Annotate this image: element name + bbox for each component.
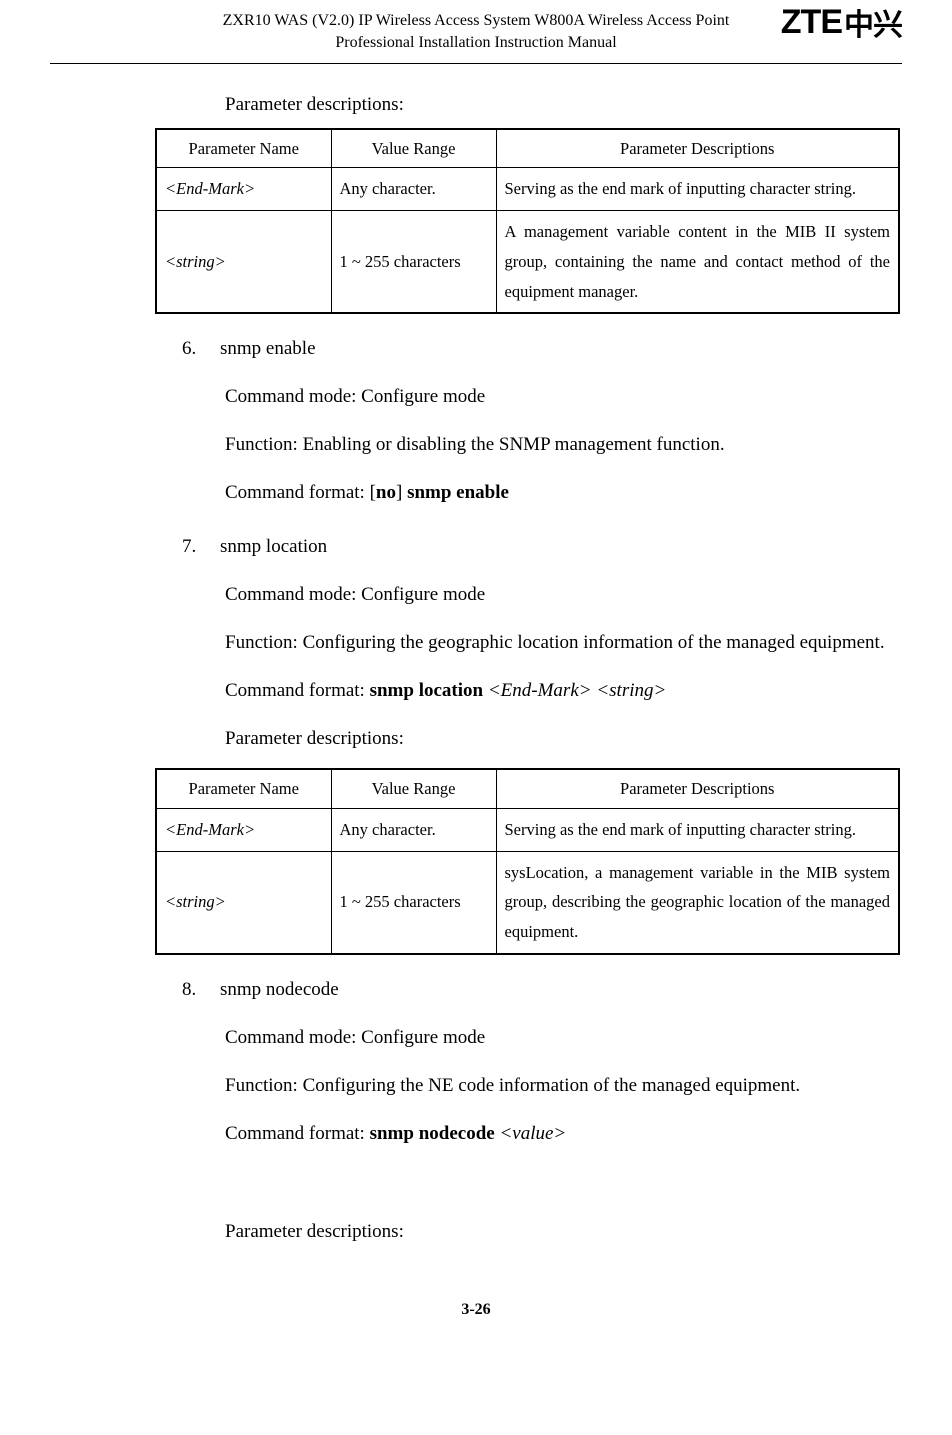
table-header-row: Parameter Name Value Range Parameter Des… bbox=[156, 769, 899, 808]
param-desc: Serving as the end mark of inputting cha… bbox=[496, 808, 899, 851]
col-header: Parameter Name bbox=[156, 769, 331, 808]
format-cmd: snmp enable bbox=[407, 482, 509, 503]
page-number: 3-26 bbox=[50, 1301, 902, 1339]
param-range: Any character. bbox=[331, 168, 496, 211]
function-text: Function: Enabling or disabling the SNMP… bbox=[225, 426, 902, 464]
format-prefix: Command format: [ bbox=[225, 482, 376, 503]
param-desc: Serving as the end mark of inputting cha… bbox=[496, 168, 899, 211]
param-desc-label-3: Parameter descriptions: bbox=[225, 1213, 902, 1251]
header-line1: ZXR10 WAS (V2.0) IP Wireless Access Syst… bbox=[223, 12, 730, 29]
table-row: <string> 1 ~ 255 characters A management… bbox=[156, 211, 899, 314]
list-item-7: 7.snmp location bbox=[182, 536, 902, 558]
list-number: 6. bbox=[182, 338, 220, 360]
param-table-2: Parameter Name Value Range Parameter Des… bbox=[155, 768, 900, 954]
command-format: Command format: snmp location <End-Mark>… bbox=[225, 672, 902, 710]
format-arg: <End-Mark> bbox=[483, 680, 591, 701]
param-desc-label-1: Parameter descriptions: bbox=[225, 94, 902, 116]
list-item-6: 6.snmp enable bbox=[182, 338, 902, 360]
param-name: <string> bbox=[156, 211, 331, 314]
format-prefix: Command format: bbox=[225, 680, 370, 701]
format-prefix: Command format: bbox=[225, 1123, 370, 1144]
table-header-row: Parameter Name Value Range Parameter Des… bbox=[156, 129, 899, 168]
table-row: <End-Mark> Any character. Serving as the… bbox=[156, 168, 899, 211]
list-title: snmp enable bbox=[220, 338, 316, 359]
spacer bbox=[50, 1163, 902, 1213]
list-number: 8. bbox=[182, 979, 220, 1001]
param-desc-label-2: Parameter descriptions: bbox=[225, 720, 902, 758]
format-arg: <value> bbox=[495, 1123, 567, 1144]
col-header: Parameter Name bbox=[156, 129, 331, 168]
function-text: Function: Configuring the geographic loc… bbox=[225, 624, 902, 662]
list-title: snmp location bbox=[220, 536, 327, 557]
logo: ZTE中兴 bbox=[781, 0, 902, 44]
col-header: Value Range bbox=[331, 769, 496, 808]
col-header: Parameter Descriptions bbox=[496, 129, 899, 168]
param-range: 1 ~ 255 characters bbox=[331, 211, 496, 314]
list-item-8: 8.snmp nodecode bbox=[182, 979, 902, 1001]
command-mode: Command mode: Configure mode bbox=[225, 1019, 902, 1057]
param-table-1: Parameter Name Value Range Parameter Des… bbox=[155, 128, 900, 314]
param-name: <End-Mark> bbox=[156, 168, 331, 211]
command-format: Command format: [no] snmp enable bbox=[225, 474, 902, 512]
col-header: Value Range bbox=[331, 129, 496, 168]
param-desc: sysLocation, a management variable in th… bbox=[496, 851, 899, 954]
format-cmd: snmp location bbox=[370, 680, 484, 701]
param-name: <End-Mark> bbox=[156, 808, 331, 851]
param-range: Any character. bbox=[331, 808, 496, 851]
function-text: Function: Configuring the NE code inform… bbox=[225, 1067, 902, 1105]
command-format: Command format: snmp nodecode <value> bbox=[225, 1115, 902, 1153]
table-row: <string> 1 ~ 255 characters sysLocation,… bbox=[156, 851, 899, 954]
param-name: <string> bbox=[156, 851, 331, 954]
header-rule bbox=[50, 63, 902, 64]
page-content: Parameter descriptions: Parameter Name V… bbox=[50, 64, 902, 1251]
logo-text: ZTE bbox=[781, 3, 842, 42]
format-arg: <string> bbox=[592, 680, 667, 701]
command-mode: Command mode: Configure mode bbox=[225, 576, 902, 614]
command-mode: Command mode: Configure mode bbox=[225, 378, 902, 416]
list-number: 7. bbox=[182, 536, 220, 558]
col-header: Parameter Descriptions bbox=[496, 769, 899, 808]
format-mid: ] bbox=[396, 482, 407, 503]
page-header: ZXR10 WAS (V2.0) IP Wireless Access Syst… bbox=[50, 0, 902, 64]
table-row: <End-Mark> Any character. Serving as the… bbox=[156, 808, 899, 851]
header-title: ZXR10 WAS (V2.0) IP Wireless Access Syst… bbox=[50, 10, 902, 59]
header-line2: Professional Installation Instruction Ma… bbox=[335, 34, 616, 51]
list-title: snmp nodecode bbox=[220, 979, 339, 1000]
format-cmd: snmp nodecode bbox=[370, 1123, 495, 1144]
param-range: 1 ~ 255 characters bbox=[331, 851, 496, 954]
format-no: no bbox=[376, 482, 396, 503]
logo-cn: 中兴 bbox=[844, 0, 902, 44]
param-desc: A management variable content in the MIB… bbox=[496, 211, 899, 314]
